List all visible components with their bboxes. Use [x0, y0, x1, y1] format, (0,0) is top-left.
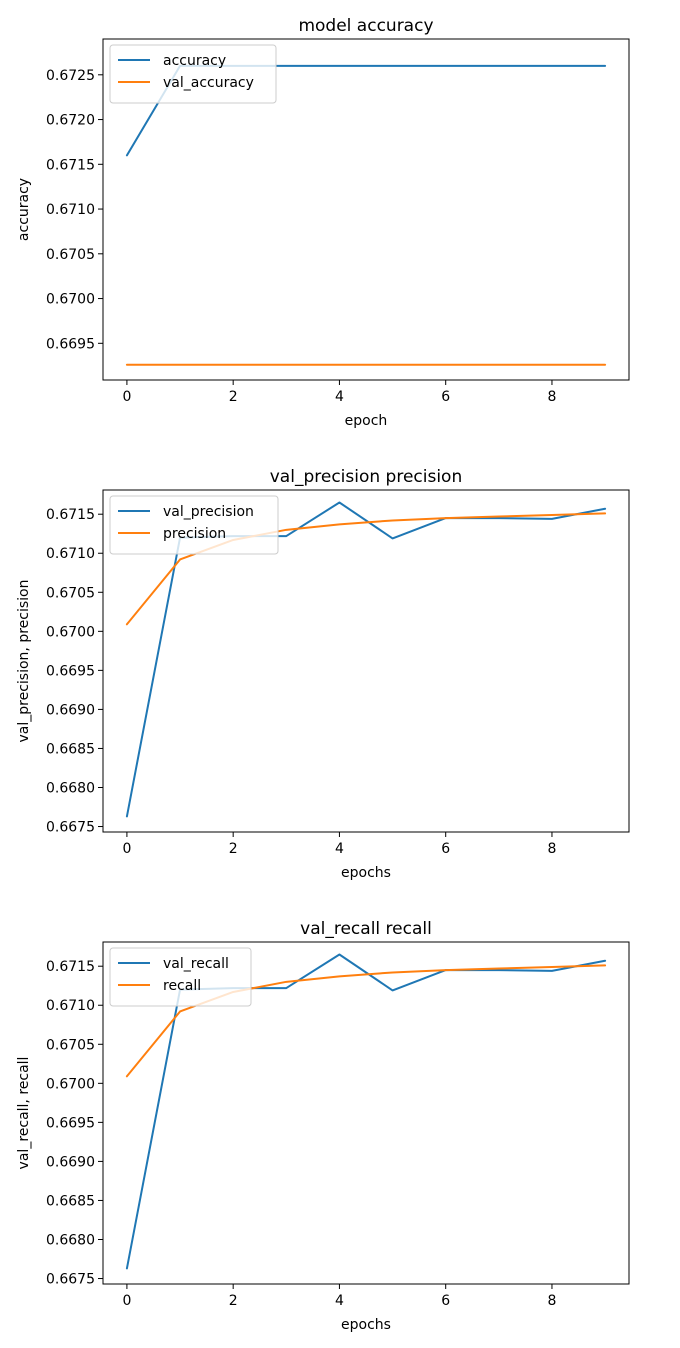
y-tick-label: 0.6725 [46, 68, 95, 84]
legend-box [109, 495, 279, 555]
y-tick-label: 0.6705 [46, 585, 95, 601]
y-tick-label: 0.6700 [46, 1076, 95, 1092]
chart-panel-3: val_recall recall 0 2 4 6 8 0.6675 0.6680 0.6685… [16, 919, 630, 1333]
y-tick-label: 0.6715 [46, 507, 95, 523]
y-tick-label: 0.6690 [46, 1154, 95, 1170]
chart-panels: model accuracy 0 2 4 6 8 0.6695 0.6700 0.6705 0.6… [16, 16, 630, 1333]
plot-frame [102, 941, 630, 1285]
y-axis-label: val_precision, precision [16, 580, 32, 743]
y-tick-label: 0.6715 [46, 959, 95, 975]
legend-label: precision [163, 526, 226, 542]
y-tick-label: 0.6705 [46, 1037, 95, 1053]
chart-title: val_recall recall [300, 919, 432, 939]
y-tick-label: 0.6695 [46, 1115, 95, 1131]
y-tick-label: 0.6680 [46, 780, 95, 796]
legend-label: val_recall [163, 956, 229, 972]
y-tick-label: 0.6710 [46, 202, 95, 218]
x-tick-label: 6 [441, 1293, 450, 1309]
y-tick-label: 0.6675 [46, 1272, 95, 1288]
y-tick-label: 0.6720 [46, 113, 95, 129]
x-tick-label: 0 [122, 841, 131, 857]
y-tick-label: 0.6700 [46, 292, 95, 308]
chart-title: val_precision precision [270, 467, 463, 487]
y-tick-label: 0.6685 [46, 1193, 95, 1209]
x-tick-label: 8 [547, 389, 556, 405]
chart-panel-2: val_precision precision 0 2 4 6 8 0.6675 0.6680… [16, 467, 630, 881]
x-axis-label: epochs [341, 1317, 391, 1333]
plot-frame [102, 489, 630, 833]
y-tick-label: 0.6710 [46, 998, 95, 1014]
x-axis-label: epochs [341, 865, 391, 881]
x-tick-label: 4 [335, 841, 344, 857]
x-tick-label: 6 [441, 841, 450, 857]
chart-title: model accuracy [298, 16, 433, 36]
x-tick-label: 8 [547, 841, 556, 857]
y-axis-label: val_recall, recall [16, 1057, 32, 1170]
y-tick-label: 0.6710 [46, 546, 95, 562]
legend-box [109, 44, 277, 104]
x-tick-label: 0 [122, 1293, 131, 1309]
x-tick-label: 0 [122, 389, 131, 405]
x-tick-label: 4 [335, 1293, 344, 1309]
chart-panel-1: model accuracy 0 2 4 6 8 0.6695 0.6700 0.6705 0.6… [16, 16, 630, 429]
y-tick-label: 0.6695 [46, 663, 95, 679]
legend-label: val_precision [163, 504, 254, 520]
y-tick-label: 0.6690 [46, 702, 95, 718]
y-tick-label: 0.6715 [46, 157, 95, 173]
legend-label: val_accuracy [163, 75, 254, 91]
y-axis-label: accuracy [16, 178, 32, 241]
x-tick-label: 2 [229, 1293, 238, 1309]
y-tick-label: 0.6680 [46, 1232, 95, 1248]
y-tick-label: 0.6705 [46, 247, 95, 263]
x-tick-label: 8 [547, 1293, 556, 1309]
legend-label: accuracy [163, 53, 226, 69]
x-axis-label: epoch [345, 413, 388, 429]
y-tick-label: 0.6675 [46, 820, 95, 836]
y-tick-label: 0.6700 [46, 624, 95, 640]
x-tick-label: 2 [229, 841, 238, 857]
x-tick-label: 6 [441, 389, 450, 405]
x-tick-label: 2 [229, 389, 238, 405]
y-tick-label: 0.6685 [46, 741, 95, 757]
y-tick-label: 0.6695 [46, 336, 95, 352]
legend-label: recall [163, 978, 201, 994]
x-tick-label: 4 [335, 389, 344, 405]
